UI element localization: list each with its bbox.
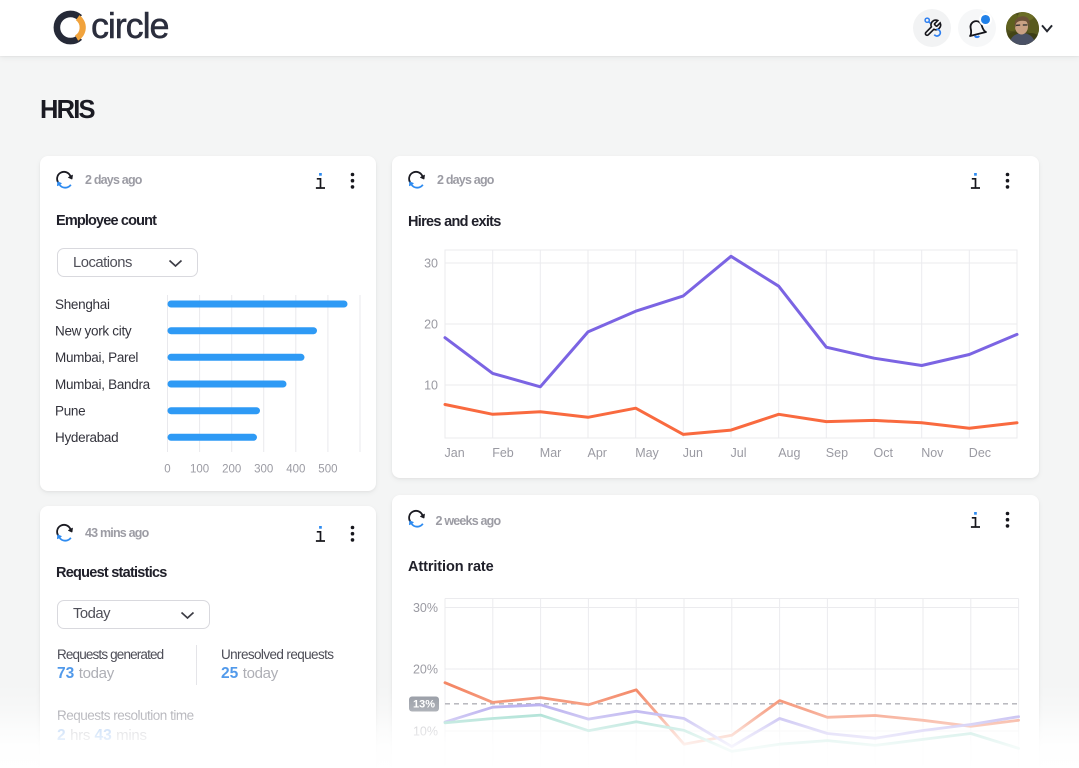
svg-text:30: 30 bbox=[424, 257, 438, 271]
svg-text:500: 500 bbox=[318, 464, 337, 476]
svg-text:Jun: Jun bbox=[683, 446, 703, 460]
svg-text:Jul: Jul bbox=[731, 446, 747, 460]
svg-text:400: 400 bbox=[286, 464, 305, 476]
svg-text:Shenghai: Shenghai bbox=[55, 297, 110, 312]
svg-text:May: May bbox=[635, 446, 659, 460]
svg-text:Apr: Apr bbox=[588, 446, 607, 460]
svg-text:30%: 30% bbox=[413, 601, 438, 615]
svg-text:20: 20 bbox=[424, 318, 438, 332]
svg-text:10%: 10% bbox=[413, 725, 438, 739]
svg-text:Pune: Pune bbox=[55, 404, 85, 419]
svg-text:Oct: Oct bbox=[874, 446, 894, 460]
svg-text:New york city: New york city bbox=[55, 324, 132, 339]
svg-text:Jan: Jan bbox=[445, 446, 465, 460]
svg-text:Feb: Feb bbox=[492, 446, 514, 460]
svg-text:Mumbai, Parel: Mumbai, Parel bbox=[55, 350, 138, 365]
svg-text:Dec: Dec bbox=[969, 446, 991, 460]
svg-text:20%: 20% bbox=[413, 663, 438, 677]
svg-text:0: 0 bbox=[164, 464, 170, 476]
svg-text:10: 10 bbox=[424, 379, 438, 393]
svg-text:Mumbai, Bandra: Mumbai, Bandra bbox=[55, 377, 151, 392]
svg-text:100: 100 bbox=[190, 464, 209, 476]
svg-text:Mar: Mar bbox=[540, 446, 562, 460]
svg-text:200: 200 bbox=[222, 464, 241, 476]
svg-text:Hyderabad: Hyderabad bbox=[55, 430, 118, 445]
svg-text:300: 300 bbox=[254, 464, 273, 476]
svg-text:13%: 13% bbox=[413, 699, 435, 711]
svg-text:Aug: Aug bbox=[778, 446, 800, 460]
svg-text:Sep: Sep bbox=[826, 446, 848, 460]
svg-text:Nov: Nov bbox=[921, 446, 944, 460]
